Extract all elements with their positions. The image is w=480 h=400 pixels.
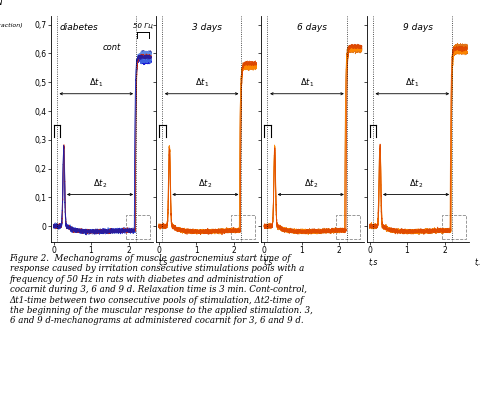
Text: t,s: t,s xyxy=(263,258,272,267)
Bar xyxy=(125,215,149,239)
Text: cont: cont xyxy=(103,43,121,52)
Bar xyxy=(230,215,254,239)
Bar xyxy=(441,215,465,239)
Text: $\Delta t_2$: $\Delta t_2$ xyxy=(408,178,422,190)
Text: $\Delta t_1$: $\Delta t_1$ xyxy=(194,77,208,90)
Text: $\Delta t_2$: $\Delta t_2$ xyxy=(303,178,317,190)
Text: t,s: t,s xyxy=(368,258,377,267)
Text: t,s: t,s xyxy=(473,258,480,267)
Text: 3 days: 3 days xyxy=(192,23,222,32)
Text: $\Delta t_1$: $\Delta t_1$ xyxy=(299,77,313,90)
Text: F,N: F,N xyxy=(0,0,3,7)
Text: $\Delta t_2$: $\Delta t_2$ xyxy=(93,178,107,190)
Text: diabetes: diabetes xyxy=(60,23,98,32)
Text: 50 Гц: 50 Гц xyxy=(133,22,153,28)
Text: $\Delta t_1$: $\Delta t_1$ xyxy=(89,77,103,90)
Text: (force contraction): (force contraction) xyxy=(0,23,23,28)
Text: Figure 2.  Mechanograms of muscle gastrocnemius start time of
response caused by: Figure 2. Mechanograms of muscle gastroc… xyxy=(10,254,312,326)
Bar xyxy=(336,215,360,239)
Text: $\Delta t_2$: $\Delta t_2$ xyxy=(198,178,212,190)
Text: 9 days: 9 days xyxy=(402,23,432,32)
Text: 6 days: 6 days xyxy=(297,23,327,32)
Text: $\Delta t_1$: $\Delta t_1$ xyxy=(404,77,419,90)
Text: t,s: t,s xyxy=(158,258,167,267)
